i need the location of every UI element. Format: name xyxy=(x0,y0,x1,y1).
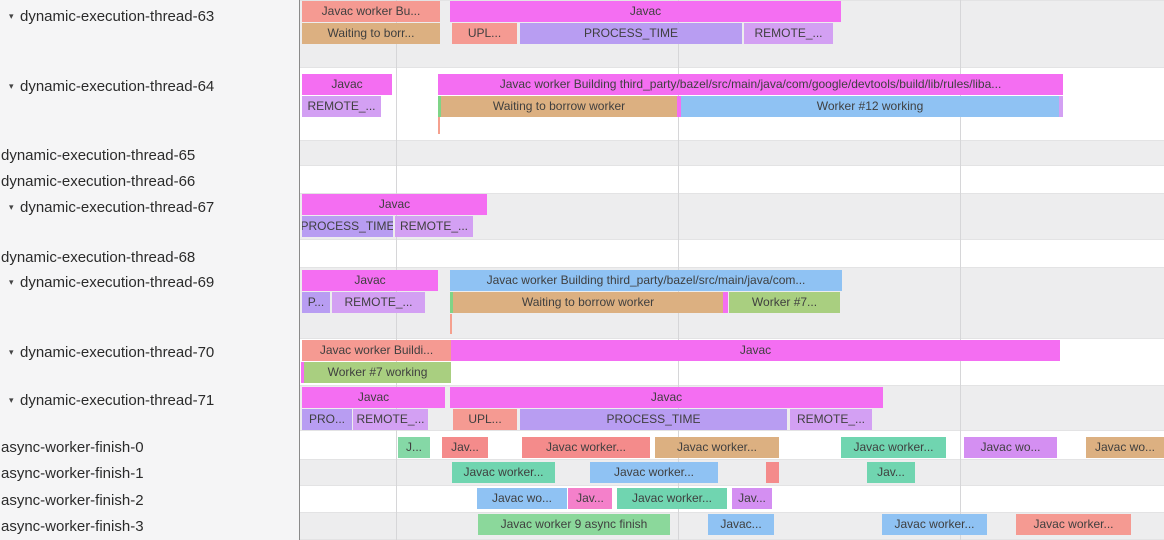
trace-slice[interactable]: P... xyxy=(302,292,330,313)
trace-slice[interactable]: PROCESS_TIME xyxy=(302,216,393,237)
gridline xyxy=(960,0,961,540)
trace-slice[interactable]: Javac wo... xyxy=(477,488,567,509)
track-label-dynamic-execution-thread-71[interactable]: ▾ dynamic-execution-thread-71 xyxy=(0,390,298,410)
track-label-text: async-worker-finish-1 xyxy=(1,464,144,482)
trace-slice[interactable]: PROCESS_TIME xyxy=(520,409,787,430)
track-label-async-worker-finish-2[interactable]: async-worker-finish-2 xyxy=(0,490,298,510)
trace-slice[interactable]: Javac worker... xyxy=(1016,514,1131,535)
trace-slice[interactable] xyxy=(450,292,453,313)
trace-slice[interactable]: Jav... xyxy=(732,488,772,509)
trace-slice[interactable]: Javac worker... xyxy=(452,462,555,483)
expand-triangle-icon[interactable]: ▾ xyxy=(9,80,14,91)
track-label-text: async-worker-finish-3 xyxy=(1,517,144,535)
trace-slice[interactable]: Javac worker... xyxy=(522,437,650,458)
track-label-dynamic-execution-thread-70[interactable]: ▾ dynamic-execution-thread-70 xyxy=(0,342,298,362)
track-label-text: dynamic-execution-thread-67 xyxy=(20,198,215,216)
trace-slice[interactable]: Worker #7 working xyxy=(304,362,451,383)
trace-slice[interactable]: REMOTE_... xyxy=(744,23,833,44)
track-label-text: dynamic-execution-thread-64 xyxy=(20,77,215,95)
track-label-text: dynamic-execution-thread-68 xyxy=(1,248,196,266)
instant-marker[interactable] xyxy=(450,314,452,334)
trace-slice[interactable]: Javac xyxy=(450,387,883,408)
trace-slice[interactable]: Javac xyxy=(451,340,1060,361)
trace-slice[interactable]: REMOTE_... xyxy=(790,409,872,430)
expand-triangle-icon[interactable]: ▾ xyxy=(9,276,14,287)
track-label-dynamic-execution-thread-67[interactable]: ▾ dynamic-execution-thread-67 xyxy=(0,197,298,217)
trace-slice[interactable]: Javac worker Building third_party/bazel/… xyxy=(450,270,842,291)
track-label-text: async-worker-finish-2 xyxy=(1,491,144,509)
trace-slice[interactable]: PROCESS_TIME xyxy=(520,23,742,44)
trace-slice[interactable]: Javac xyxy=(450,1,841,22)
trace-slice[interactable]: J... xyxy=(398,437,430,458)
trace-slice[interactable]: Javac worker Bu... xyxy=(302,1,440,22)
track-label-async-worker-finish-1[interactable]: async-worker-finish-1 xyxy=(0,463,298,483)
trace-slice[interactable]: Javac xyxy=(302,194,487,215)
track-label-async-worker-finish-3[interactable]: async-worker-finish-3 xyxy=(0,516,298,536)
trace-slice[interactable]: Jav... xyxy=(867,462,915,483)
track-label-dynamic-execution-thread-63[interactable]: ▾ dynamic-execution-thread-63 xyxy=(0,6,298,26)
row-band xyxy=(300,459,1164,486)
trace-slice[interactable]: REMOTE_... xyxy=(353,409,428,430)
track-label-text: dynamic-execution-thread-71 xyxy=(20,391,215,409)
track-label-text: async-worker-finish-0 xyxy=(1,438,144,456)
track-label-async-worker-finish-0[interactable]: async-worker-finish-0 xyxy=(0,437,298,457)
track-label-text: dynamic-execution-thread-66 xyxy=(1,172,196,190)
track-label-dynamic-execution-thread-66[interactable]: dynamic-execution-thread-66 xyxy=(0,171,298,191)
track-label-text: dynamic-execution-thread-69 xyxy=(20,273,215,291)
track-label-text: dynamic-execution-thread-63 xyxy=(20,7,215,25)
trace-slice[interactable]: Waiting to borrow worker xyxy=(441,96,677,117)
track-label-text: dynamic-execution-thread-70 xyxy=(20,343,215,361)
trace-slice[interactable]: Javac xyxy=(302,74,392,95)
trace-slice[interactable]: Javac worker Building third_party/bazel/… xyxy=(438,74,1063,95)
track-label-dynamic-execution-thread-69[interactable]: ▾ dynamic-execution-thread-69 xyxy=(0,272,298,292)
trace-slice[interactable]: Javac worker Buildi... xyxy=(302,340,451,361)
trace-slice[interactable] xyxy=(1059,96,1063,117)
track-label-dynamic-execution-thread-64[interactable]: ▾ dynamic-execution-thread-64 xyxy=(0,76,298,96)
track-label-text: dynamic-execution-thread-65 xyxy=(1,146,196,164)
trace-slice[interactable]: PRO... xyxy=(302,409,352,430)
trace-slice[interactable]: REMOTE_... xyxy=(302,96,381,117)
trace-slice[interactable]: Jav... xyxy=(568,488,612,509)
trace-slice[interactable] xyxy=(301,362,304,383)
trace-slice[interactable]: Javac worker... xyxy=(841,437,946,458)
trace-slice[interactable]: Javac wo... xyxy=(964,437,1057,458)
trace-slice[interactable]: Javac worker... xyxy=(655,437,779,458)
trace-slice[interactable]: Javac worker 9 async finish xyxy=(478,514,670,535)
track-name-panel: ▾ dynamic-execution-thread-63 ▾ dynamic-exe… xyxy=(0,0,300,540)
expand-triangle-icon[interactable]: ▾ xyxy=(9,201,14,212)
expand-triangle-icon[interactable]: ▾ xyxy=(9,394,14,405)
trace-slice[interactable]: UPL... xyxy=(452,23,517,44)
expand-triangle-icon[interactable]: ▾ xyxy=(9,10,14,21)
trace-slice[interactable]: Worker #7... xyxy=(729,292,840,313)
trace-slice[interactable] xyxy=(723,292,728,313)
row-band xyxy=(300,140,1164,166)
instant-marker[interactable] xyxy=(438,117,440,134)
trace-slice[interactable]: REMOTE_... xyxy=(332,292,425,313)
trace-slice[interactable]: Worker #12 working xyxy=(681,96,1059,117)
trace-slice[interactable]: Javac worker... xyxy=(617,488,727,509)
trace-slice[interactable]: Javac worker... xyxy=(590,462,718,483)
trace-slice[interactable]: Waiting to borr... xyxy=(302,23,440,44)
trace-slice[interactable]: Jav... xyxy=(442,437,488,458)
trace-slice[interactable]: Javac... xyxy=(708,514,774,535)
track-label-dynamic-execution-thread-65[interactable]: dynamic-execution-thread-65 xyxy=(0,145,298,165)
trace-slice[interactable]: Javac xyxy=(302,270,438,291)
trace-slice[interactable]: Waiting to borrow worker xyxy=(453,292,723,313)
trace-slice[interactable]: UPL... xyxy=(453,409,517,430)
trace-slice[interactable]: Javac worker... xyxy=(882,514,987,535)
track-label-dynamic-execution-thread-68[interactable]: dynamic-execution-thread-68 xyxy=(0,247,298,267)
expand-triangle-icon[interactable]: ▾ xyxy=(9,346,14,357)
trace-slice[interactable]: REMOTE_... xyxy=(395,216,473,237)
trace-slice[interactable] xyxy=(438,96,441,117)
trace-slice[interactable] xyxy=(677,96,681,117)
trace-slice[interactable] xyxy=(766,462,779,483)
trace-slice[interactable]: Javac wo... xyxy=(1086,437,1164,458)
trace-slice[interactable]: Javac xyxy=(302,387,445,408)
